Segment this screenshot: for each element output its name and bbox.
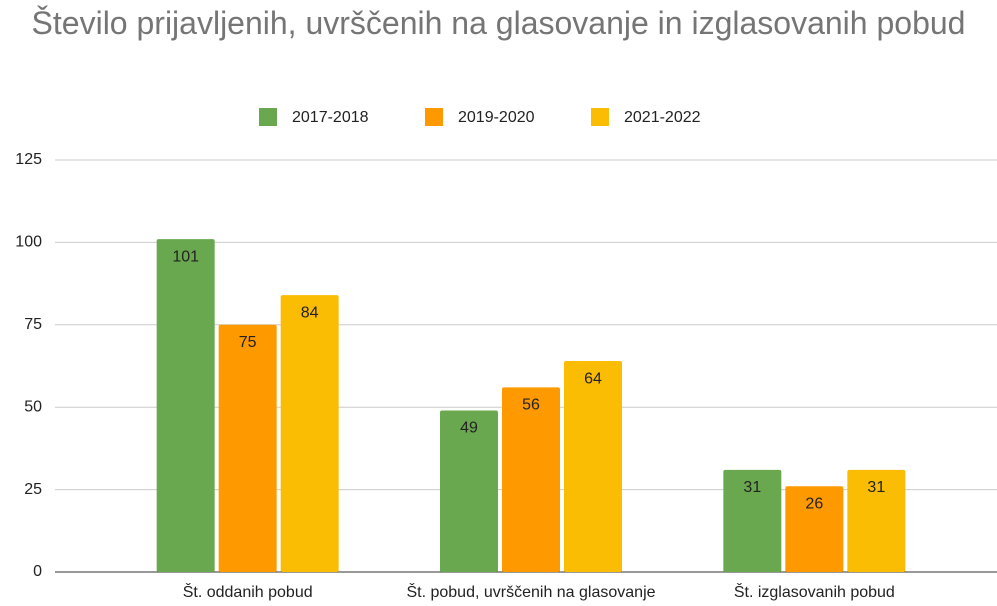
y-tick-label: 75 [24,316,42,333]
chart-title-box: Število prijavljenih, uvrščenih na glaso… [0,6,997,40]
bar [280,295,339,572]
bar [847,469,906,572]
legend-swatch [259,108,277,126]
data-label: 26 [805,496,823,513]
legend-label: 2017-2018 [292,109,369,126]
x-tick-label: Št. oddanih pobud [183,582,313,601]
y-tick-label: 0 [33,563,42,580]
bar [440,410,498,572]
bar [156,239,215,572]
x-tick-label: Št. izglasovanih pobud [734,582,895,601]
y-tick-label: 100 [15,234,42,251]
bar [564,361,622,572]
data-label: 84 [301,304,319,321]
data-label: 49 [460,420,478,437]
legend-swatch [591,108,609,126]
data-label: 101 [172,248,199,265]
data-label: 75 [239,334,257,351]
legend-label: 2019-2020 [458,109,535,126]
y-tick-label: 50 [24,398,42,415]
data-label: 31 [743,479,761,496]
data-label: 64 [584,370,602,387]
bar [218,324,277,572]
bar [785,486,844,572]
chart-title: Število prijavljenih, uvrščenih na glaso… [31,5,966,41]
legend-label: 2021-2022 [624,109,701,126]
data-label: 56 [522,397,540,414]
bar [502,387,560,572]
legend-swatch [425,108,443,126]
bar [723,469,782,572]
y-tick-label: 125 [15,151,42,168]
y-tick-label: 25 [24,481,42,498]
data-label: 31 [867,479,885,496]
x-tick-label: Št. pobud, uvrščenih na glasovanje [406,582,655,601]
